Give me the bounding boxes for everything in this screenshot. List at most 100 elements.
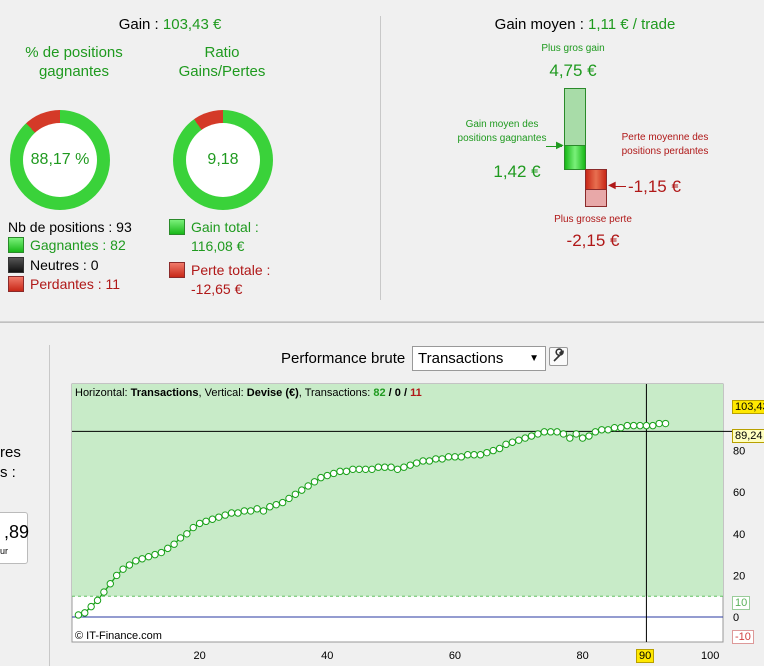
data-point — [272, 500, 280, 509]
chart-info-win: 82 — [373, 387, 386, 399]
data-point — [642, 421, 651, 430]
x-tick-label: 40 — [321, 650, 333, 662]
gagnantes-text: Gagnantes : 82 — [30, 237, 126, 253]
data-point — [457, 453, 466, 461]
y-tick-label: 20 — [733, 570, 745, 582]
nb-positions: Nb de positions : 93 — [8, 219, 132, 235]
badge-zone: 10 — [732, 596, 751, 610]
left-partial-value: ,89 — [4, 522, 30, 542]
plus-grosse-perte-label: Plus grosse perte — [554, 214, 632, 225]
data-point — [400, 463, 408, 471]
data-point — [661, 419, 670, 428]
wrench-icon[interactable] — [549, 347, 568, 366]
data-point — [164, 544, 172, 553]
data-point — [655, 419, 663, 428]
data-point — [195, 519, 204, 528]
performance-chart[interactable]: 02040608010020406080100 — [0, 366, 764, 666]
data-point — [221, 511, 229, 519]
x-tick-label: 100 — [701, 650, 719, 662]
data-point — [253, 505, 261, 513]
data-point — [521, 434, 529, 442]
data-point — [81, 609, 89, 617]
ratio-value: 9,18 — [186, 123, 260, 197]
data-point — [591, 428, 600, 436]
chart-info-neu: 0 — [394, 387, 401, 399]
data-point — [381, 463, 389, 471]
data-point — [585, 432, 593, 440]
data-point — [125, 561, 134, 569]
data-point — [553, 428, 561, 436]
gain-moyen-value: 1,11 € / trade — [588, 16, 676, 33]
data-point — [329, 469, 338, 478]
chart-info: Horizontal: Transactions, Vertical: Devi… — [75, 387, 422, 399]
pct-value: 88,17 % — [23, 123, 97, 197]
ratio-title: Ratio Gains/Pertes — [178, 44, 266, 80]
chart-info-slash1: / — [385, 387, 395, 399]
perte-moyenne-value: -1,15 € — [628, 177, 681, 196]
data-point — [368, 465, 376, 474]
left-partial-box — [0, 512, 28, 564]
data-point — [87, 602, 95, 611]
badge-neg: -10 — [732, 630, 754, 644]
data-point — [112, 571, 121, 580]
data-point — [464, 451, 472, 459]
left-panel-divider — [49, 345, 50, 666]
pct-title: % de positions gagnantes — [25, 44, 123, 80]
ratio-donut: 9,18 — [173, 110, 273, 210]
gain-bar-avg — [564, 145, 586, 170]
top-divider — [380, 16, 381, 300]
data-point — [323, 471, 331, 480]
data-point — [387, 463, 395, 471]
loss-bar-avg — [585, 169, 607, 190]
data-point — [266, 503, 274, 511]
data-point — [227, 509, 236, 517]
data-point — [649, 421, 657, 430]
data-point — [74, 611, 83, 619]
chart-info-v-label: , Vertical: — [198, 387, 247, 399]
data-point — [100, 588, 108, 596]
data-point — [349, 465, 357, 474]
loss-arrow-head: ◀ — [608, 180, 616, 191]
data-point — [138, 555, 146, 563]
left-partial-sub: ur — [0, 546, 9, 556]
plus-grosse-perte-value: -2,15 € — [566, 231, 620, 250]
data-point — [598, 426, 606, 434]
data-point — [247, 507, 255, 515]
gain-moyen-label: Gain moyen — [494, 16, 576, 33]
neutres-text: Neutres : 0 — [30, 257, 99, 273]
gain-total-label: Gain total : — [191, 219, 259, 235]
data-point — [393, 465, 402, 474]
left-partial-line1: res — [0, 444, 21, 461]
data-point — [432, 455, 440, 463]
perf-select[interactable]: Transactions ▼ — [412, 346, 546, 371]
data-point — [176, 534, 185, 542]
data-point — [419, 457, 427, 465]
data-point — [151, 550, 159, 559]
data-point — [361, 465, 370, 474]
gain-arrow — [546, 146, 562, 147]
perf-select-value: Transactions — [418, 350, 504, 367]
y-tick-label: 40 — [733, 529, 745, 541]
gain-total-value: 116,08 € — [191, 238, 245, 254]
chart-info-h-value: Transactions — [130, 387, 199, 399]
data-point — [406, 461, 414, 469]
badge-x-cursor: 90 — [636, 649, 655, 663]
badge-top: 103,43 — [732, 400, 764, 414]
data-point — [310, 478, 319, 486]
copyright: © IT-Finance.com — [75, 630, 162, 642]
data-point — [508, 438, 517, 446]
gagnantes-swatch — [8, 237, 24, 253]
left-partial-line2: s : — [0, 464, 16, 481]
gain-moyen-pos-label: Gain moyen des positions gagnantes — [457, 119, 547, 144]
data-point — [636, 421, 644, 430]
chart-info-slash2: / — [400, 387, 411, 399]
data-point — [527, 432, 536, 440]
data-point — [572, 430, 580, 438]
perdantes-swatch — [8, 276, 24, 292]
perf-label: Performance brute — [281, 350, 406, 367]
data-point — [234, 509, 242, 517]
data-point — [629, 421, 638, 430]
data-point — [285, 494, 293, 503]
data-point — [425, 457, 434, 465]
data-point — [617, 423, 625, 432]
